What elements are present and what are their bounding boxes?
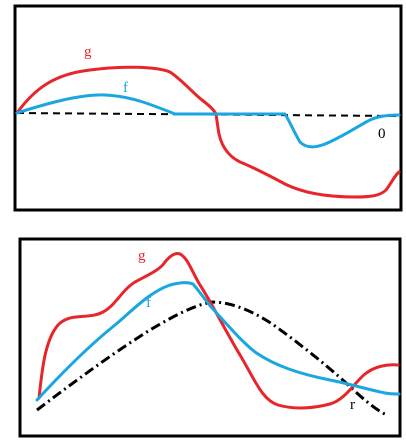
bottom-panel-frame (18, 237, 402, 438)
top-label-g: g (84, 44, 92, 60)
bottom-label-g: g (138, 248, 146, 264)
bottom-label-f: f (146, 295, 151, 311)
bottom-label-r: r (350, 397, 355, 413)
top-g-curve (15, 65, 401, 199)
bottom-g-curve (37, 252, 400, 410)
top-panel-frame (13, 4, 403, 212)
top-label-f: f (123, 80, 128, 96)
top-panel: g f 0 (13, 4, 403, 212)
top-zero-line (16, 112, 400, 117)
top-f-curve (15, 93, 401, 149)
bottom-panel: g f r (18, 237, 402, 438)
bottom-f-curve (35, 281, 401, 402)
bottom-reference-curve (36, 300, 388, 417)
top-label-zero: 0 (378, 126, 386, 142)
